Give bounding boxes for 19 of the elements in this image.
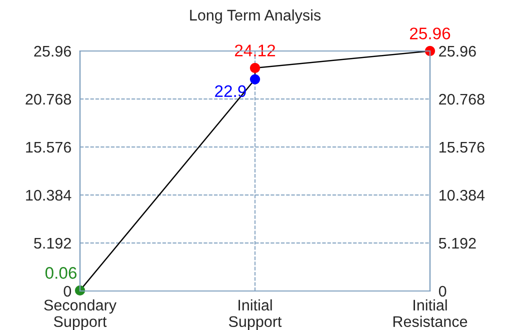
- y-tick-label: 15.576: [26, 142, 71, 153]
- data-label: 22.9: [215, 85, 246, 98]
- y2-tick-label: 25.96: [439, 46, 476, 57]
- x-tick-label: Initial Support: [228, 299, 282, 330]
- y2-tick-label: 15.576: [440, 142, 484, 153]
- y2-tick-label: 20.768: [439, 94, 484, 105]
- x-tick-label: Secondary Support: [44, 299, 116, 330]
- y-tick-label: 0: [64, 286, 72, 297]
- y-tick-label: 5.192: [34, 238, 71, 249]
- chart-title: Long Term Analysis: [190, 9, 321, 24]
- y2-tick-label: 10.384: [440, 190, 485, 201]
- data-label: 25.96: [410, 28, 450, 40]
- y-tick-label: 20.768: [26, 94, 72, 105]
- y2-tick-label: 0: [438, 286, 446, 297]
- y-tick-label: 10.384: [26, 190, 72, 201]
- data-label: 0.06: [45, 267, 76, 279]
- y-tick-label: 25.96: [34, 46, 71, 57]
- x-tick-label: Initial Resistance: [393, 299, 468, 328]
- y2-tick-label: 5.192: [438, 238, 476, 249]
